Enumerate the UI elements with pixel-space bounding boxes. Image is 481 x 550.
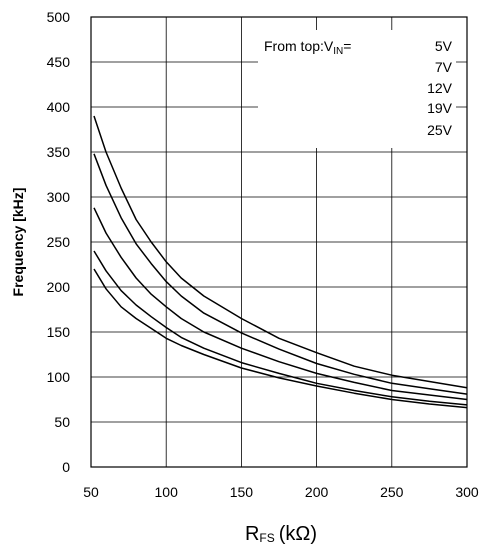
series-line-5v bbox=[93, 115, 468, 389]
series-line-12v bbox=[93, 207, 468, 401]
y-tick-label: 450 bbox=[47, 54, 71, 70]
y-tick-label: 250 bbox=[47, 234, 71, 250]
x-tick-label: 50 bbox=[83, 484, 99, 500]
y-tick-label: 0 bbox=[62, 459, 70, 475]
x-tick-label: 200 bbox=[305, 484, 329, 500]
series-line-7v bbox=[93, 153, 468, 395]
legend-label-5v: 5V bbox=[435, 38, 453, 54]
legend-heading-subscript: IN bbox=[333, 46, 343, 57]
legend-background bbox=[258, 30, 456, 148]
legend-label-7v: 7V bbox=[435, 59, 453, 75]
legend-heading: From top:VIN= bbox=[264, 38, 351, 57]
y-tick-label: 50 bbox=[54, 414, 70, 430]
y-tick-label: 400 bbox=[47, 99, 71, 115]
y-tick-label: 100 bbox=[47, 369, 71, 385]
plot-area-frame bbox=[90, 16, 468, 468]
y-tick-label: 350 bbox=[47, 144, 71, 160]
legend-series-labels: 5V 7V 12V 19V 25V bbox=[427, 38, 453, 138]
x-axis-label-main: R bbox=[245, 523, 259, 545]
x-tick-label: 250 bbox=[380, 484, 404, 500]
legend-heading-prefix: From top:V bbox=[264, 38, 334, 54]
y-tick-label: 500 bbox=[47, 9, 71, 25]
x-axis-label: RFS (kΩ) bbox=[245, 523, 317, 545]
x-axis-tick-labels: 50 100 150 200 250 300 bbox=[83, 484, 479, 500]
y-tick-label: 300 bbox=[47, 189, 71, 205]
x-tick-label: 100 bbox=[155, 484, 179, 500]
legend-label-25v: 25V bbox=[427, 122, 453, 138]
y-axis-label: Frequency [kHz] bbox=[10, 188, 26, 297]
y-tick-label: 200 bbox=[47, 279, 71, 295]
series-lines bbox=[93, 115, 468, 409]
series-line-25v bbox=[93, 268, 468, 409]
legend-heading-suffix: = bbox=[343, 38, 351, 54]
x-axis-label-unit: (kΩ) bbox=[279, 523, 317, 545]
y-axis-tick-labels: 0 50 100 150 200 250 300 350 400 450 500 bbox=[47, 9, 71, 475]
series-line-19v bbox=[93, 250, 468, 406]
x-tick-label: 150 bbox=[230, 484, 254, 500]
x-tick-label: 300 bbox=[455, 484, 479, 500]
legend-label-12v: 12V bbox=[427, 80, 453, 96]
x-axis-label-subscript: FS bbox=[259, 531, 274, 545]
legend-label-19v: 19V bbox=[427, 100, 453, 116]
y-tick-label: 150 bbox=[47, 324, 71, 340]
